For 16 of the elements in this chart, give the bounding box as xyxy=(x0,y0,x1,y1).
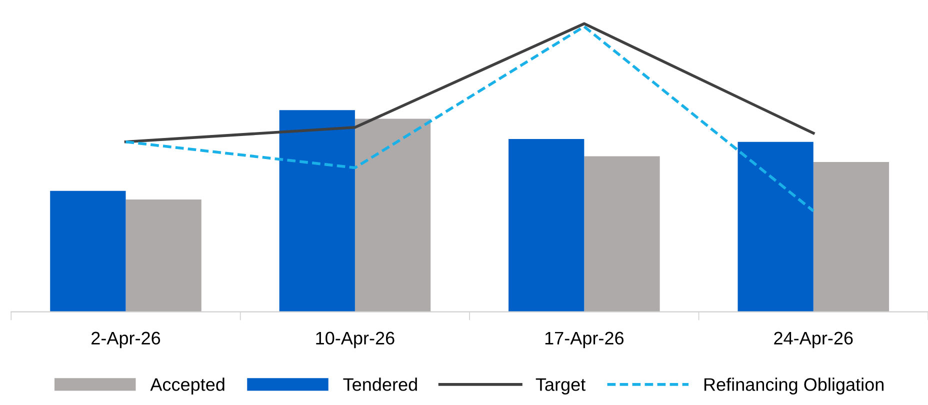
x-tick-label: 2-Apr-26 xyxy=(92,332,160,348)
legend-label: Target xyxy=(536,378,586,394)
bar xyxy=(584,156,660,312)
legend-label: Accepted xyxy=(150,378,224,394)
bar xyxy=(50,190,126,312)
bar xyxy=(126,199,202,312)
x-tick-label: 10-Apr-26 xyxy=(316,332,394,348)
x-tick-label: 17-Apr-26 xyxy=(545,332,624,348)
legend-label: Refinancing Obligation xyxy=(704,378,884,394)
bar xyxy=(813,162,890,312)
bar xyxy=(279,110,355,312)
bar xyxy=(508,138,584,312)
x-tick-label: 24-Apr-26 xyxy=(774,332,853,348)
bar xyxy=(354,118,431,312)
bar xyxy=(738,142,814,312)
legend-label: Tendered xyxy=(343,378,417,391)
